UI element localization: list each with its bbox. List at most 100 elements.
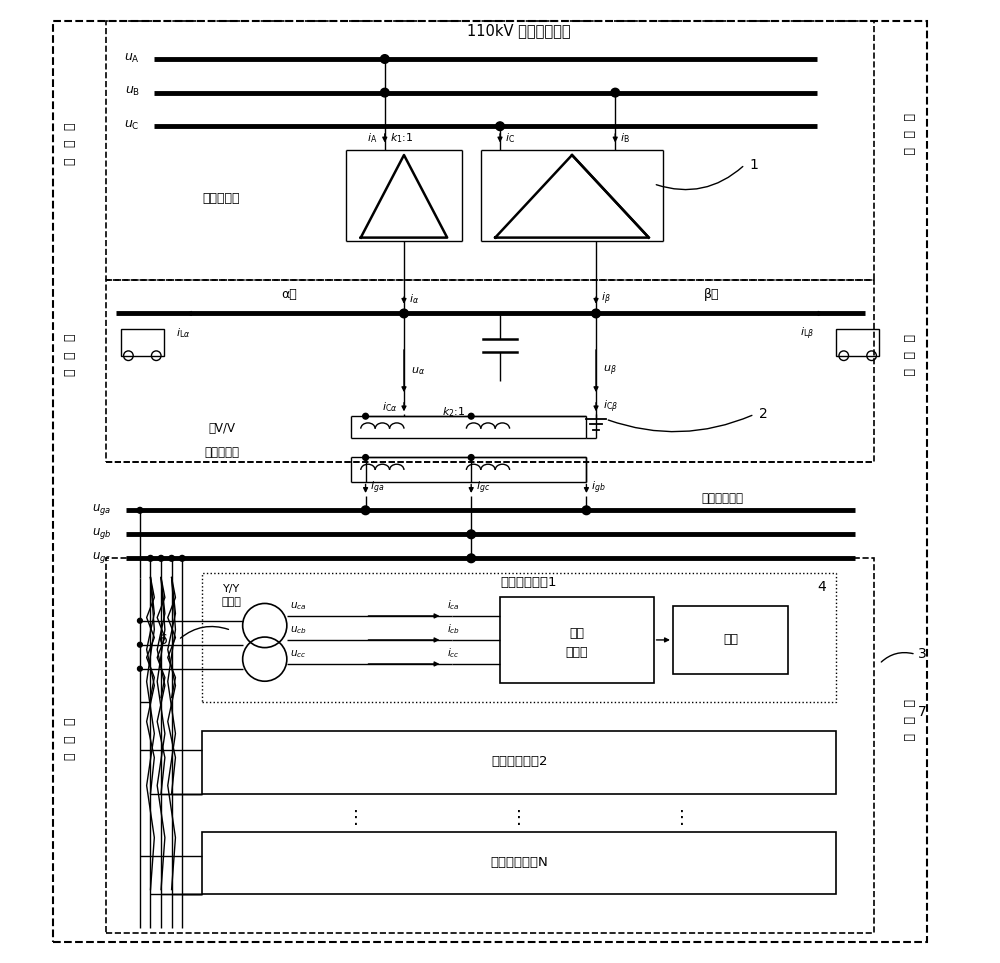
Circle shape — [158, 556, 164, 561]
Text: 侧: 侧 — [63, 157, 76, 165]
Bar — [836, 328, 879, 355]
Text: 侧: 侧 — [902, 733, 915, 741]
Text: 低压交流母线: 低压交流母线 — [702, 492, 744, 506]
Text: α相: α相 — [281, 288, 297, 301]
Text: $u_{\beta}$: $u_{\beta}$ — [603, 364, 616, 378]
Bar — [202, 731, 836, 794]
Circle shape — [582, 506, 591, 514]
Bar — [121, 328, 164, 355]
Circle shape — [468, 413, 474, 419]
Text: $i_{{\rm C}\beta}$: $i_{{\rm C}\beta}$ — [603, 399, 618, 415]
Circle shape — [137, 508, 143, 513]
Circle shape — [593, 310, 599, 317]
Text: $i_{gb}$: $i_{gb}$ — [591, 480, 606, 496]
Text: 侧: 侧 — [63, 752, 76, 760]
Text: 7: 7 — [918, 705, 926, 719]
Bar — [673, 607, 788, 673]
Text: ⋮: ⋮ — [347, 809, 365, 826]
Circle shape — [380, 89, 389, 97]
Text: 牵: 牵 — [63, 334, 76, 341]
Text: $u_{\alpha}$: $u_{\alpha}$ — [411, 365, 425, 377]
Text: 高: 高 — [902, 113, 915, 120]
Circle shape — [148, 556, 153, 561]
Text: 牵引变压器: 牵引变压器 — [204, 446, 239, 459]
Text: 低: 低 — [63, 717, 76, 725]
Text: $i_{ca}$: $i_{ca}$ — [447, 598, 460, 612]
Text: 110kV 高压交流电网: 110kV 高压交流电网 — [467, 23, 571, 38]
Text: $k_2$:1: $k_2$:1 — [442, 405, 466, 419]
Text: $i_{{\rm L}\beta}$: $i_{{\rm L}\beta}$ — [800, 325, 814, 342]
Text: Y/Y: Y/Y — [223, 584, 240, 594]
Circle shape — [169, 556, 174, 561]
Circle shape — [380, 55, 389, 64]
Bar — [106, 20, 874, 280]
Circle shape — [468, 455, 474, 460]
Bar — [202, 832, 836, 895]
Text: $u_{\rm C}$: $u_{\rm C}$ — [124, 118, 140, 132]
Text: ⋮: ⋮ — [510, 809, 528, 826]
Text: 4: 4 — [817, 580, 826, 594]
Text: 光伏发电单元1: 光伏发电单元1 — [501, 576, 557, 588]
Text: 源: 源 — [63, 140, 76, 147]
Text: 逆变器: 逆变器 — [566, 646, 588, 659]
Text: 电: 电 — [63, 122, 76, 130]
Text: 2: 2 — [759, 407, 768, 421]
Text: 光伏发电单元2: 光伏发电单元2 — [491, 755, 547, 768]
Text: 引: 引 — [63, 351, 76, 358]
Text: $i_{{\rm L}\alpha}$: $i_{{\rm L}\alpha}$ — [176, 325, 190, 340]
Text: $i_{\rm C}$: $i_{\rm C}$ — [505, 131, 515, 144]
Circle shape — [363, 455, 368, 460]
Text: 侧: 侧 — [902, 368, 915, 376]
Text: $i_{ga}$: $i_{ga}$ — [370, 480, 385, 496]
Text: β相: β相 — [703, 288, 719, 301]
Text: $i_{cb}$: $i_{cb}$ — [447, 622, 460, 637]
Text: $u_{gc}$: $u_{gc}$ — [92, 550, 111, 565]
Text: 压: 压 — [902, 130, 915, 138]
Text: 压: 压 — [902, 716, 915, 723]
Bar — [202, 573, 836, 702]
Text: 低: 低 — [902, 698, 915, 706]
Text: 牵: 牵 — [902, 334, 915, 341]
Bar — [106, 280, 874, 462]
Text: 光伏: 光伏 — [723, 634, 738, 646]
Circle shape — [400, 309, 408, 318]
Text: 侧: 侧 — [63, 368, 76, 376]
Text: $i_{gc}$: $i_{gc}$ — [476, 480, 490, 496]
Text: 逆V/V: 逆V/V — [208, 422, 235, 435]
Text: $i_{\rm A}$: $i_{\rm A}$ — [367, 131, 377, 144]
Circle shape — [179, 556, 185, 561]
Text: $i_{{\rm C}\alpha}$: $i_{{\rm C}\alpha}$ — [382, 400, 397, 413]
Text: $u_{cc}$: $u_{cc}$ — [290, 648, 306, 660]
Circle shape — [467, 554, 476, 562]
Text: ⋮: ⋮ — [673, 809, 691, 826]
Bar — [106, 559, 874, 933]
Text: $u_{ca}$: $u_{ca}$ — [290, 600, 306, 612]
Text: $i_{cc}$: $i_{cc}$ — [447, 646, 460, 660]
Text: 3: 3 — [918, 647, 926, 662]
Text: 光伏发电单元N: 光伏发电单元N — [490, 856, 548, 870]
Text: $i_{\alpha}$: $i_{\alpha}$ — [409, 292, 419, 306]
Text: 压: 压 — [63, 735, 76, 742]
Circle shape — [363, 413, 368, 419]
Text: $u_{cb}$: $u_{cb}$ — [290, 624, 307, 637]
Text: 6: 6 — [159, 633, 168, 647]
Text: 三相: 三相 — [569, 627, 584, 639]
Text: $k_1$:1: $k_1$:1 — [390, 131, 413, 144]
Circle shape — [138, 642, 142, 647]
Text: $u_{\rm B}$: $u_{\rm B}$ — [125, 85, 140, 98]
Circle shape — [138, 618, 142, 623]
Circle shape — [467, 530, 476, 538]
Circle shape — [138, 666, 142, 671]
Text: 1: 1 — [750, 158, 759, 171]
Text: $i_{\beta}$: $i_{\beta}$ — [601, 291, 611, 307]
Text: 引: 引 — [902, 351, 915, 358]
Bar — [500, 597, 654, 683]
Text: 变压器: 变压器 — [221, 596, 241, 607]
Circle shape — [592, 309, 600, 318]
Text: 牵引变压器: 牵引变压器 — [203, 192, 240, 205]
Text: $u_{\rm A}$: $u_{\rm A}$ — [124, 51, 140, 65]
Circle shape — [611, 89, 620, 97]
Text: 侧: 侧 — [902, 147, 915, 155]
Circle shape — [361, 506, 370, 514]
Text: $u_{gb}$: $u_{gb}$ — [92, 526, 111, 541]
